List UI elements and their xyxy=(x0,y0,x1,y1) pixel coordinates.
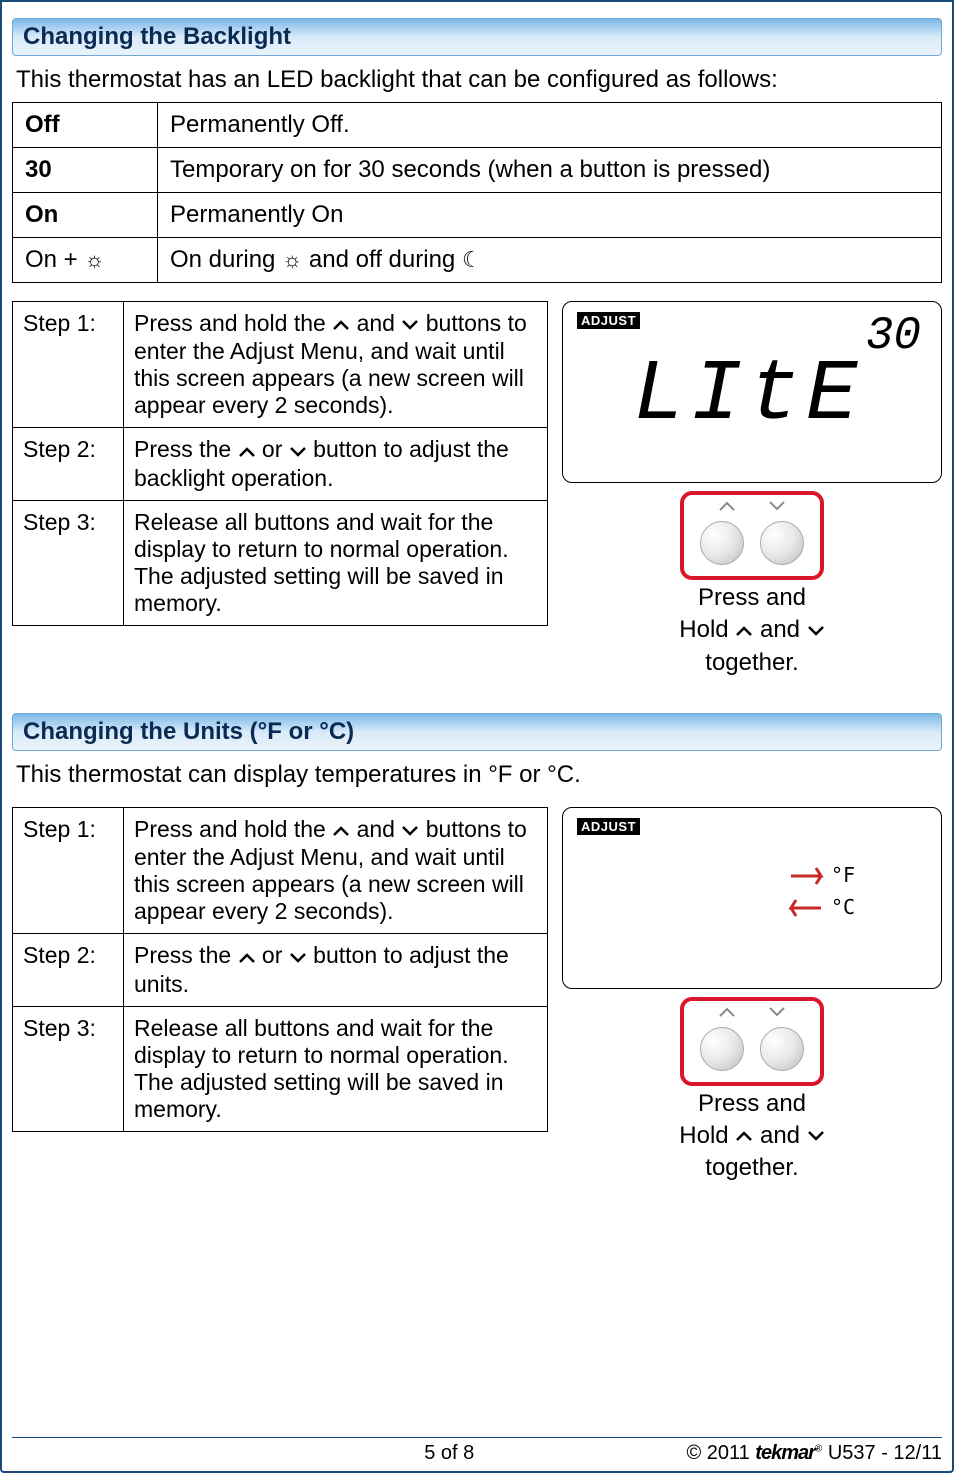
sun-icon: ☼ xyxy=(282,247,302,272)
table-row: On + ☼ On during ☼ and off during ☾ xyxy=(13,238,942,283)
chevron-down-icon xyxy=(289,944,307,971)
table-row: Step 2: Press the or button to adjust th… xyxy=(13,428,548,500)
table-row: Step 1: Press and hold the and buttons t… xyxy=(13,807,548,933)
adjust-label: ADJUST xyxy=(577,818,640,835)
section-header-units: Changing the Units (°F or °C) xyxy=(12,713,942,751)
unit-arrows: °F °C xyxy=(781,858,861,943)
caption-line3: together. xyxy=(562,649,942,677)
chevron-down-icon xyxy=(807,1122,825,1150)
opt-desc: Permanently On xyxy=(158,193,942,238)
steps-table-units: Step 1: Press and hold the and buttons t… xyxy=(12,807,548,1132)
chevron-down-icon xyxy=(768,1005,786,1025)
caption-line2: Hold and xyxy=(562,616,942,645)
down-button[interactable] xyxy=(760,521,804,565)
caption-line1: Press and xyxy=(562,584,942,612)
page-number: 5 of 8 xyxy=(212,1442,686,1465)
step-key: Step 2: xyxy=(13,934,124,1006)
footer: 5 of 8 © 2011 tekmar® U537 - 12/11 xyxy=(12,1437,942,1465)
step-key: Step 2: xyxy=(13,428,124,500)
svg-text:°F: °F xyxy=(831,863,855,887)
table-row: Step 3: Release all buttons and wait for… xyxy=(13,500,548,625)
table-row: Step 1: Press and hold the and buttons t… xyxy=(13,302,548,428)
steps-table-backlight: Step 1: Press and hold the and buttons t… xyxy=(12,301,548,626)
chevron-down-icon xyxy=(401,817,419,844)
chevron-up-icon xyxy=(332,817,350,844)
section-title: Changing the Backlight xyxy=(23,23,291,50)
caption-line2: Hold and xyxy=(562,1122,942,1151)
opt-key: Off xyxy=(13,103,158,148)
step-key: Step 3: xyxy=(13,1006,124,1131)
up-button[interactable] xyxy=(700,521,744,565)
step-text: Press the or button to adjust the units. xyxy=(124,934,548,1006)
table-row: 30 Temporary on for 30 seconds (when a b… xyxy=(13,148,942,193)
step-key: Step 1: xyxy=(13,302,124,428)
lcd-illustration-units: ADJUST °F °C xyxy=(562,807,942,1183)
intro-units: This thermostat can display temperatures… xyxy=(16,761,938,789)
section-title: Changing the Units (°F or °C) xyxy=(23,718,354,745)
table-row: Step 3: Release all buttons and wait for… xyxy=(13,1006,548,1131)
button-group-highlight xyxy=(680,491,824,580)
opt-desc: On during ☼ and off during ☾ xyxy=(158,238,942,283)
step-text: Release all buttons and wait for the dis… xyxy=(124,500,548,625)
caption-line1: Press and xyxy=(562,1090,942,1118)
down-button[interactable] xyxy=(760,1027,804,1071)
lcd-illustration-backlight: ADJUST 30 LItE Press and Hold and togeth… xyxy=(562,301,942,677)
intro-backlight: This thermostat has an LED backlight tha… xyxy=(16,66,938,94)
chevron-down-icon xyxy=(289,438,307,465)
up-button[interactable] xyxy=(700,1027,744,1071)
step-key: Step 3: xyxy=(13,500,124,625)
chevron-down-icon xyxy=(401,311,419,338)
copyright: © 2011 tekmar® U537 - 12/11 xyxy=(686,1442,942,1465)
table-row: Step 2: Press the or button to adjust th… xyxy=(13,934,548,1006)
brand-logo: tekmar xyxy=(755,1442,815,1464)
lcd-text: LItE xyxy=(633,346,863,444)
options-table: Off Permanently Off. 30 Temporary on for… xyxy=(12,102,942,283)
chevron-up-icon xyxy=(735,1122,753,1150)
lcd-number: 30 xyxy=(866,310,921,362)
chevron-down-icon xyxy=(807,617,825,645)
caption-line3: together. xyxy=(562,1154,942,1182)
table-row: On Permanently On xyxy=(13,193,942,238)
chevron-down-icon xyxy=(768,499,786,519)
chevron-up-icon xyxy=(332,311,350,338)
lcd-screen: ADJUST °F °C xyxy=(562,807,942,989)
unit-switch-icon: °F °C xyxy=(781,858,861,938)
table-row: Off Permanently Off. xyxy=(13,103,942,148)
sun-icon: ☼ xyxy=(84,247,104,272)
step-key: Step 1: xyxy=(13,807,124,933)
chevron-up-icon xyxy=(238,944,256,971)
lcd-screen: ADJUST 30 LItE xyxy=(562,301,942,483)
adjust-label: ADJUST xyxy=(577,312,640,329)
chevron-up-icon xyxy=(718,499,736,519)
step-text: Release all buttons and wait for the dis… xyxy=(124,1006,548,1131)
chevron-up-icon xyxy=(238,438,256,465)
button-group-highlight xyxy=(680,997,824,1086)
opt-key: 30 xyxy=(13,148,158,193)
chevron-up-icon xyxy=(735,617,753,645)
page: Changing the Backlight This thermostat h… xyxy=(0,0,954,1473)
opt-desc: Permanently Off. xyxy=(158,103,942,148)
opt-key: On xyxy=(13,193,158,238)
opt-key: On + ☼ xyxy=(13,238,158,283)
moon-icon: ☾ xyxy=(462,247,482,272)
chevron-up-icon xyxy=(718,1005,736,1025)
step-text: Press and hold the and buttons to enter … xyxy=(124,807,548,933)
opt-desc: Temporary on for 30 seconds (when a butt… xyxy=(158,148,942,193)
section-header-backlight: Changing the Backlight xyxy=(12,18,942,56)
step-text: Press and hold the and buttons to enter … xyxy=(124,302,548,428)
svg-text:°C: °C xyxy=(831,895,855,919)
step-text: Press the or button to adjust the backli… xyxy=(124,428,548,500)
